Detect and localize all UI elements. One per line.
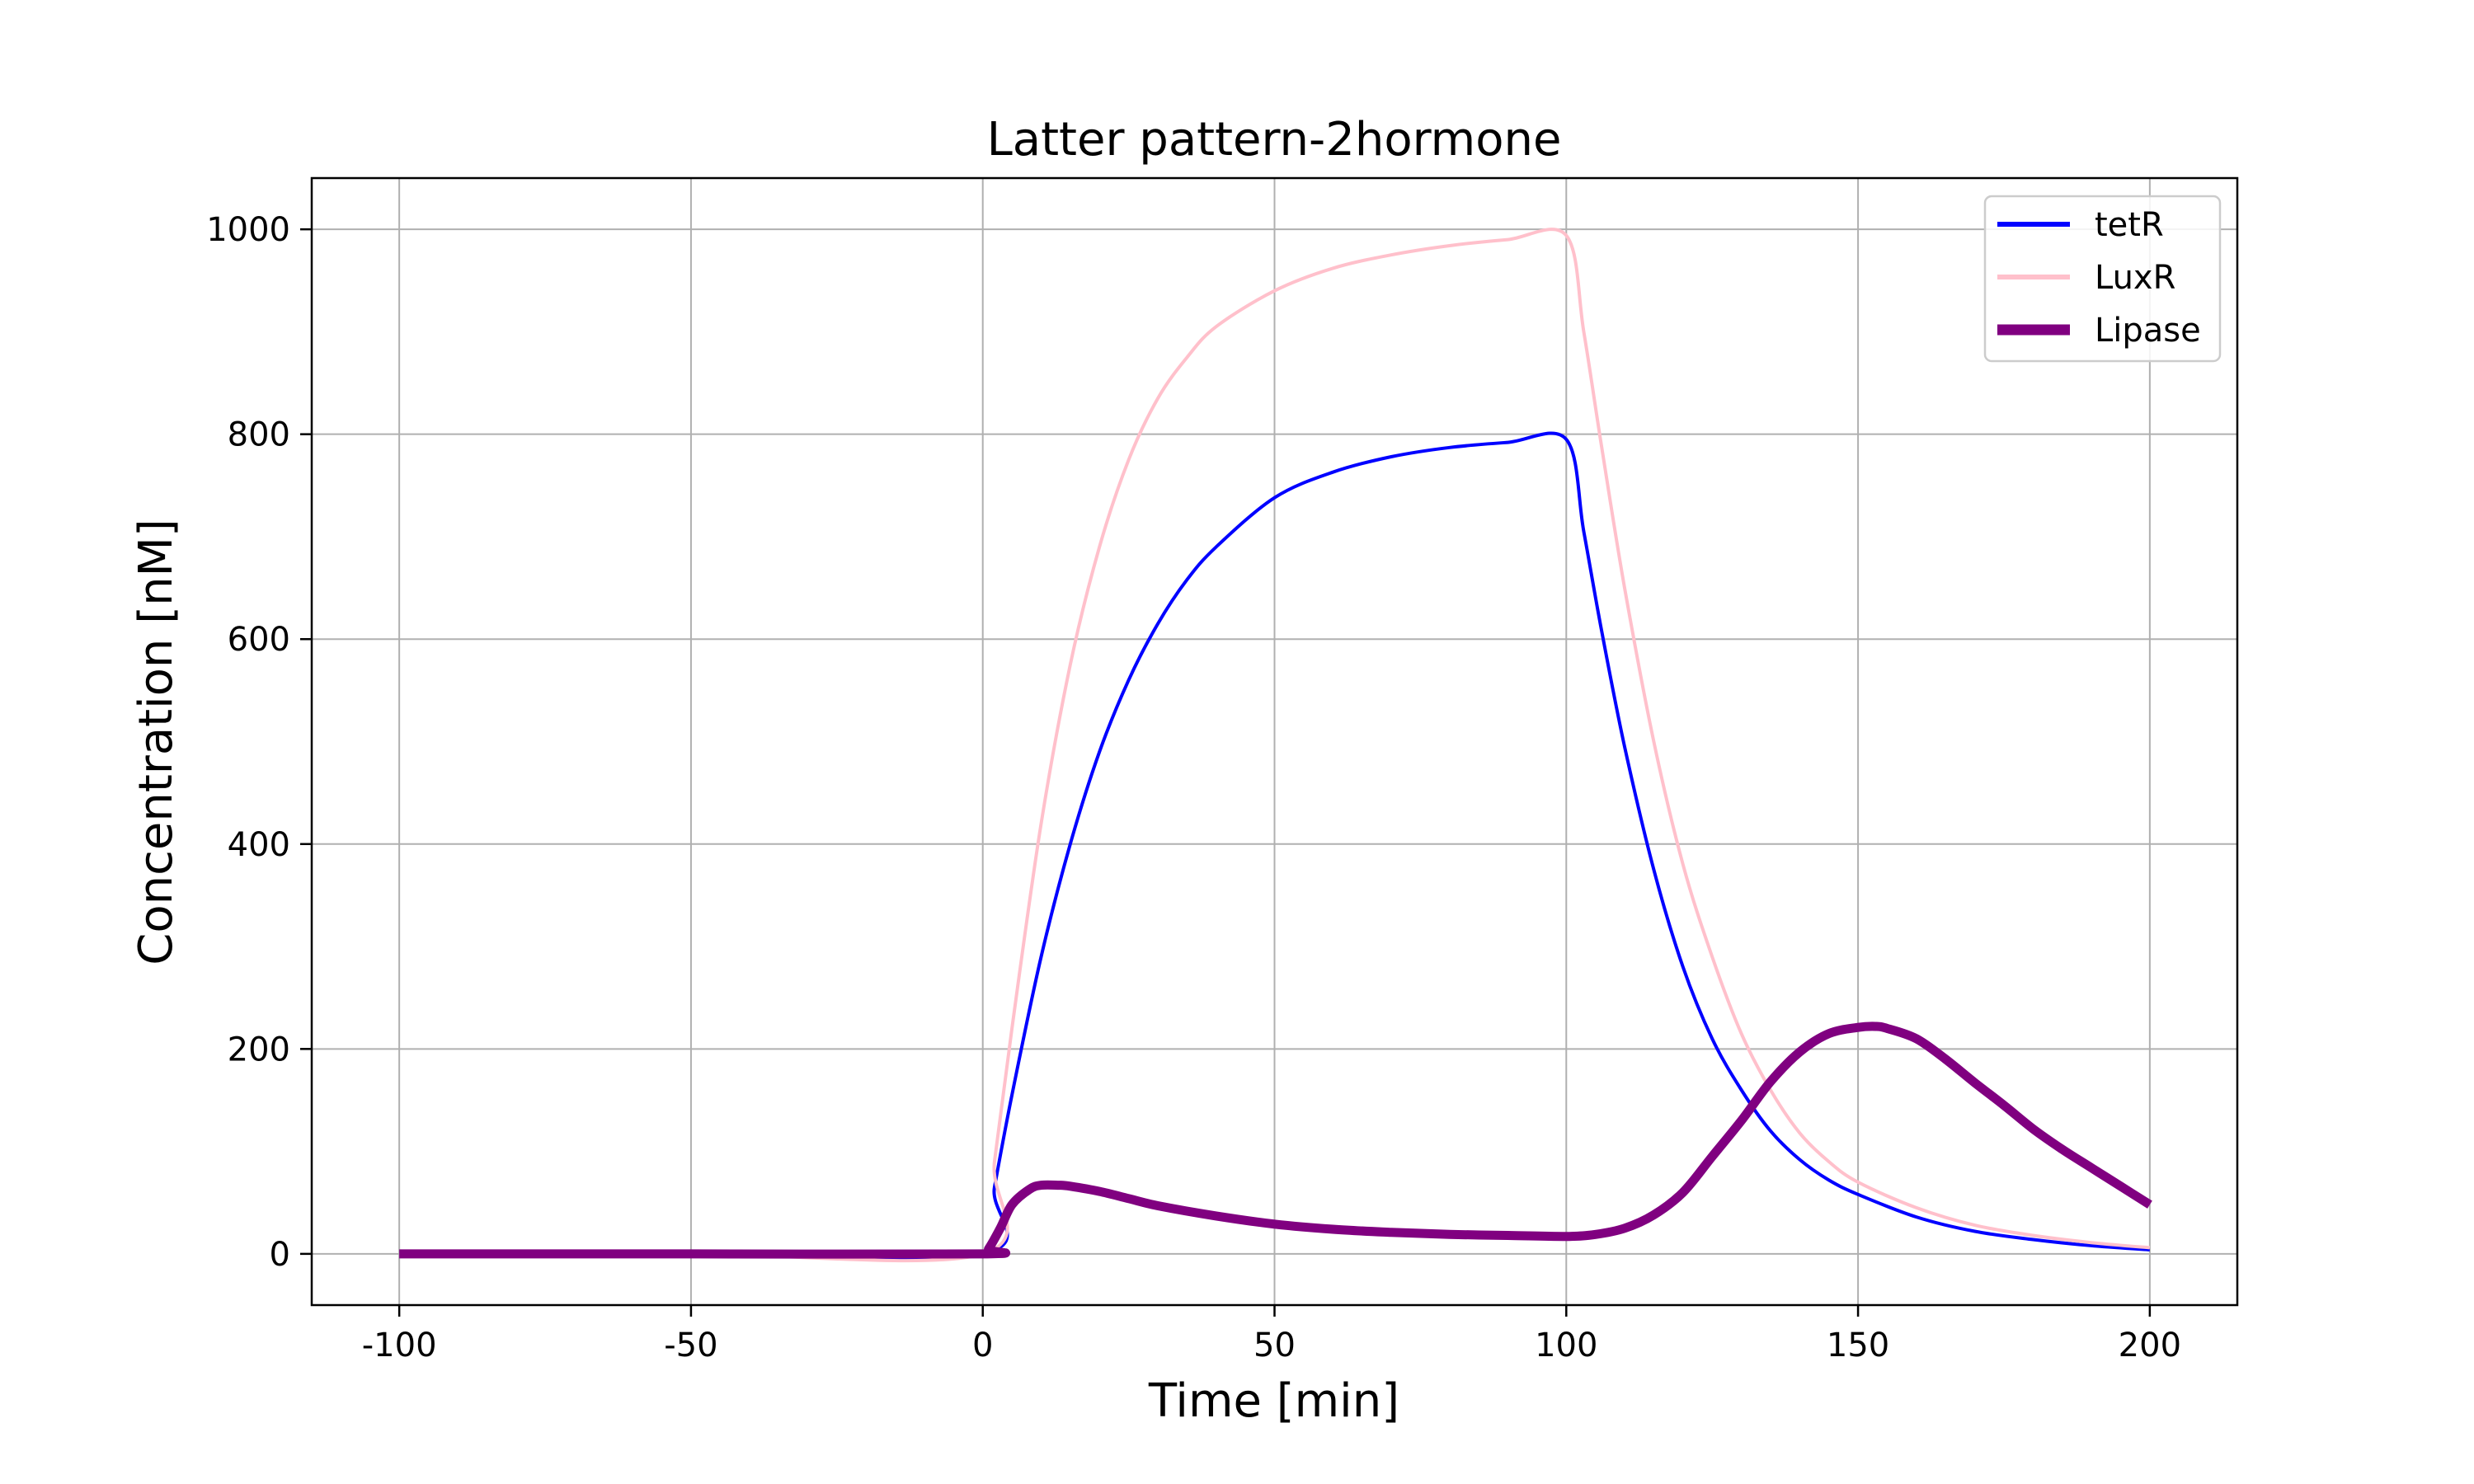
legend-label-tetR: tetR: [2095, 206, 2164, 244]
series-line-tetR: [399, 431, 2151, 1261]
x-tick-label: 0: [972, 1327, 993, 1364]
series-lines: [399, 228, 2152, 1263]
y-axis-label: Concentration [nM]: [129, 519, 183, 965]
y-tick-label: 0: [270, 1236, 290, 1274]
y-axis-ticks: 0 200 400 600 800 1000: [206, 211, 312, 1274]
x-tick-label: 100: [1535, 1327, 1597, 1364]
legend: tetR LuxR Lipase: [1983, 195, 2222, 363]
x-tick-label: -100: [362, 1327, 437, 1364]
series-line-Lipase: [399, 1021, 2152, 1259]
x-tick-label: -50: [664, 1327, 717, 1364]
x-tick-label: 200: [2119, 1327, 2181, 1364]
x-axis-label: Time [min]: [1148, 1374, 1399, 1428]
y-tick-label: 400: [228, 826, 290, 864]
y-tick-label: 200: [228, 1031, 290, 1068]
x-tick-label: 150: [1827, 1327, 1889, 1364]
legend-label-Lipase: Lipase: [2095, 312, 2201, 350]
y-tick-label: 600: [228, 621, 290, 659]
legend-box: [1983, 195, 2222, 363]
chart-title: Latter pattern-2hormone: [987, 113, 1562, 167]
x-tick-label: 50: [1253, 1327, 1296, 1364]
legend-label-LuxR: LuxR: [2095, 259, 2175, 297]
series-line-LuxR: [399, 228, 2151, 1263]
x-axis-ticks: -100 -50 0 50 100 150 200: [362, 1305, 2181, 1364]
y-tick-label: 800: [228, 416, 290, 454]
y-tick-label: 1000: [206, 211, 290, 249]
